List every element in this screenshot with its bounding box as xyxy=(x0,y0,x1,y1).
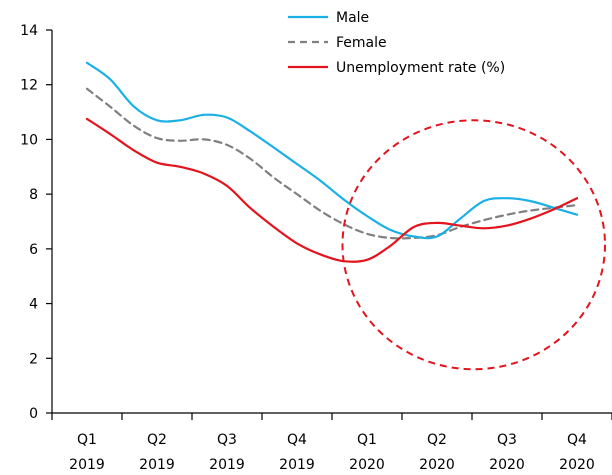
series-lines xyxy=(85,61,579,263)
highlight-ellipse xyxy=(341,119,606,371)
legend-label: Male xyxy=(336,10,369,26)
x-tick-label-year: 2019 xyxy=(209,457,245,473)
x-tick-label-year: 2020 xyxy=(419,457,455,473)
y-tick-label: 0 xyxy=(29,406,38,422)
x-tick-label-quarter: Q3 xyxy=(497,432,517,448)
x-tick-label-quarter: Q1 xyxy=(77,432,97,448)
x-tick-label-quarter: Q2 xyxy=(147,432,167,448)
y-tick-label: 6 xyxy=(29,242,38,258)
x-tick-label-quarter: Q2 xyxy=(427,432,447,448)
y-tick-label: 2 xyxy=(29,351,38,367)
x-axis: Q1 2019 Q2 2019 Q3 2019 Q4 2019 Q1 2020 Q2 2020 Q3 20… xyxy=(51,412,612,473)
y-tick-label: 12 xyxy=(20,78,38,94)
series-line-unemployment-rate xyxy=(85,117,579,263)
y-axis: 0 2 4 6 8 10 12 14 xyxy=(20,23,53,422)
x-tick-label-quarter: Q3 xyxy=(217,432,237,448)
x-tick-label-year: 2019 xyxy=(69,457,105,473)
x-tick-label-year: 2019 xyxy=(139,457,175,473)
legend-label: Unemployment rate (%) xyxy=(336,60,505,76)
y-tick-label: 14 xyxy=(20,23,38,39)
legend-label: Female xyxy=(336,35,387,51)
x-tick-label-quarter: Q1 xyxy=(357,432,377,448)
series-line-male xyxy=(85,61,579,240)
y-tick-label: 8 xyxy=(29,187,38,203)
y-ticks: 0 2 4 6 8 10 12 14 xyxy=(20,23,52,422)
x-tick-label-year: 2020 xyxy=(559,457,595,473)
series-line-female xyxy=(85,87,579,240)
x-tick-label-year: 2020 xyxy=(349,457,385,473)
x-tick-label-quarter: Q4 xyxy=(567,432,587,448)
y-tick-label: 4 xyxy=(29,297,38,313)
y-tick-label: 10 xyxy=(20,132,38,148)
x-tick-label-quarter: Q4 xyxy=(287,432,307,448)
legend: Male Female Unemployment rate (%) xyxy=(288,10,505,76)
x-tick-label-year: 2019 xyxy=(279,457,315,473)
x-ticks: Q1 2019 Q2 2019 Q3 2019 Q4 2019 Q1 2020 Q2 2020 Q3 20… xyxy=(51,413,612,473)
x-tick-label-year: 2020 xyxy=(489,457,525,473)
